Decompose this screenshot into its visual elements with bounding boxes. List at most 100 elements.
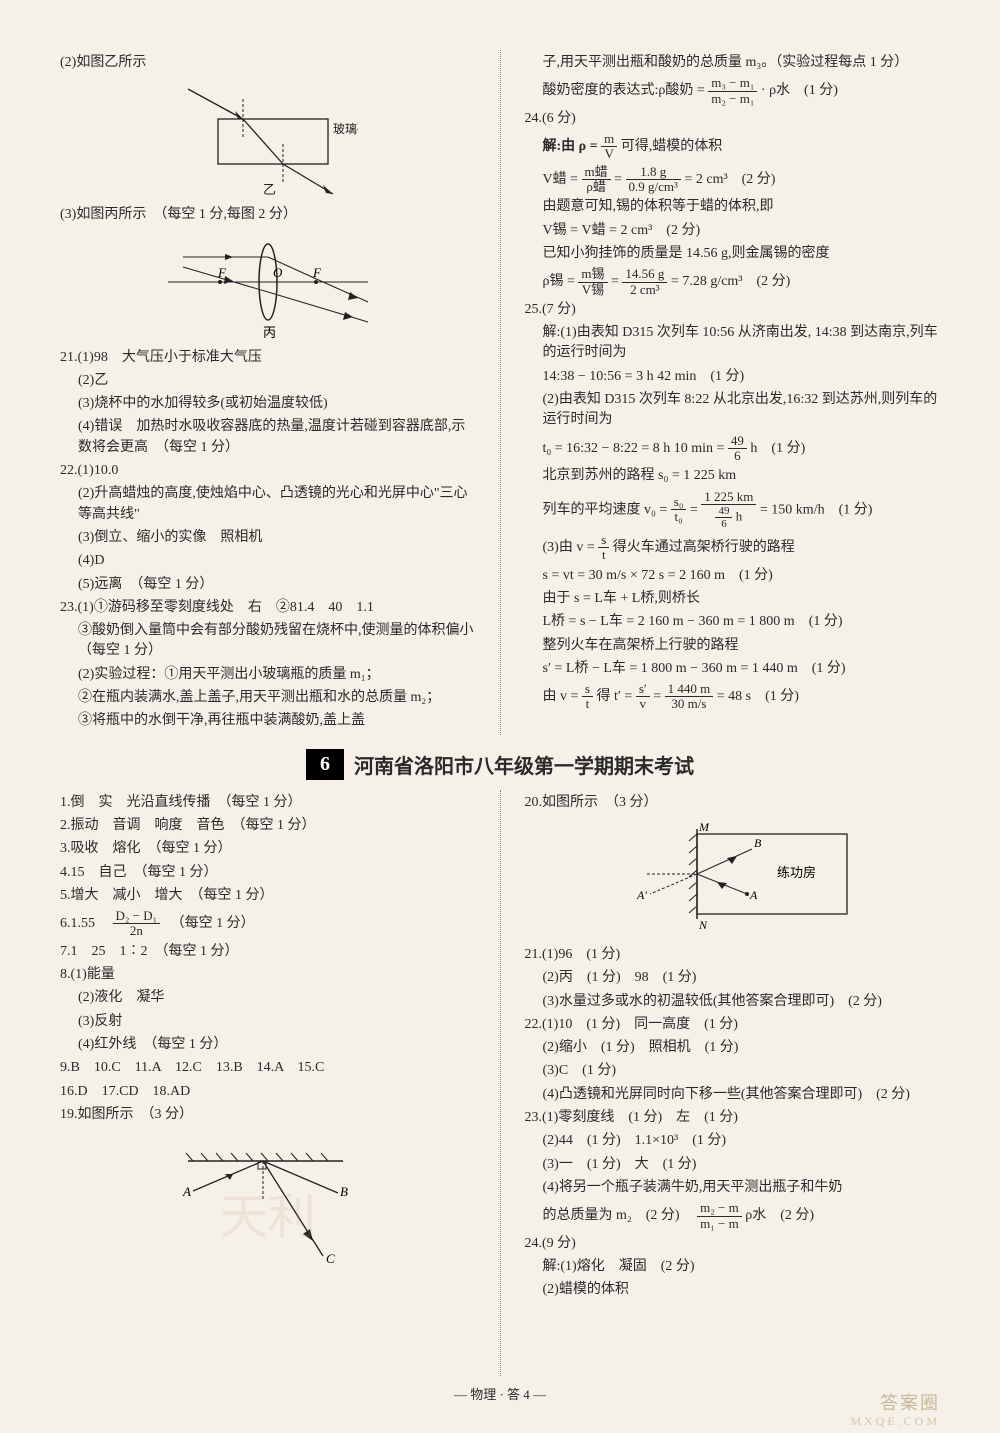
text-line: s′ = L桥 − L车 = 1 800 m − 360 m = 1 440 m… — [525, 659, 941, 679]
text-line: 23.(1)零刻度线 (1 分) 左 (1 分) — [525, 1108, 941, 1128]
svg-text:丙: 丙 — [263, 325, 276, 340]
lower-left-column: 1.倒 实 光沿直线传播 （每空 1 分） 2.振动 音调 响度 音色 （每空 … — [60, 790, 476, 1376]
text-line: 解:(1)熔化 凝固 (2 分) — [525, 1257, 941, 1277]
formula-line: 酸奶密度的表达式:ρ酸奶 = m₃ − m₁m₂ − m₁ · ρ水 (1 分) — [525, 76, 941, 106]
text-line: (3)烧杯中的水加得较多(或初始温度较低) — [60, 394, 476, 414]
section-banner: 6 河南省洛阳市八年级第一学期期末考试 — [60, 749, 940, 780]
text-line: 24.(6 分) — [525, 109, 941, 129]
svg-text:F: F — [217, 265, 227, 280]
label-glass: 玻璃砖 — [333, 121, 358, 136]
text-line: (3)C (1 分) — [525, 1061, 941, 1081]
text-line: (4)错误 加热时水吸收容器底的热量,温度计若碰到容器底部,示数将会更高 （每空… — [60, 417, 476, 458]
text-line: (2)缩小 (1 分) 照相机 (1 分) — [525, 1038, 941, 1058]
figure-reflection: A B C — [60, 1131, 476, 1271]
formula-line: 6.1.55 D₂ − D₁2n （每空 1 分） — [60, 909, 476, 939]
text-line: ②在瓶内装满水,盖上盖子,用天平测出瓶和水的总质量 m₂； — [60, 688, 476, 708]
text-line: 20.如图所示 （3 分） — [525, 793, 941, 813]
svg-text:A: A — [749, 888, 758, 902]
text-line: L桥 = s − L车 = 2 160 m − 360 m = 1 800 m … — [525, 612, 941, 632]
text-line: (3)倒立、缩小的实像 照相机 — [60, 528, 476, 548]
text-line: (2)液化 凝华 — [60, 988, 476, 1008]
text-line: (3)水量过多或水的初温较低(其他答案合理即可) (2 分) — [525, 992, 941, 1012]
column-divider — [500, 50, 501, 735]
watermark-brand: 答案圈 — [880, 1389, 940, 1415]
formula-line: 解:由 ρ = mV 可得,蜡模的体积 — [525, 132, 941, 162]
text-line: s = vt = 30 m/s × 72 s = 2 160 m (1 分) — [525, 566, 941, 586]
text-line: (4)D — [60, 551, 476, 571]
svg-text:B: B — [340, 1184, 348, 1199]
text-line: (2)44 (1 分) 1.1×10³ (1 分) — [525, 1131, 941, 1151]
text-line: (2)乙 — [60, 371, 476, 391]
figure-mirror-room: A A′ B M N 练功房 — [525, 819, 941, 939]
text-line: 3.吸收 熔化 （每空 1 分） — [60, 839, 476, 859]
text-line: 8.(1)能量 — [60, 965, 476, 985]
formula-line: 的总质量为 m₂ (2 分) m₂ − mm₁ − m ρ水 (2 分) — [525, 1201, 941, 1231]
text-line: (2)升高蜡烛的高度,使烛焰中心、凸透镜的光心和光屏中心"三心等高共线" — [60, 484, 476, 525]
formula-line: 列车的平均速度 v₀ = s₀t₀ = 1 225 km 496 h = 150… — [525, 490, 941, 530]
banner-number: 6 — [306, 749, 344, 780]
text-line: 22.(1)10.0 — [60, 461, 476, 481]
text-line: 4.15 自己 （每空 1 分） — [60, 863, 476, 883]
formula-line: V蜡 = m蜡ρ蜡 = 1.8 g0.9 g/cm³ = 2 cm³ (2 分) — [525, 165, 941, 195]
formula-line: 由 v = st 得 t′ = s′v = 1 440 m30 m/s = 48… — [525, 682, 941, 712]
text-line: 5.增大 减小 增大 （每空 1 分） — [60, 886, 476, 906]
text-line: 1.倒 实 光沿直线传播 （每空 1 分） — [60, 793, 476, 813]
svg-text:A′: A′ — [636, 888, 647, 902]
text-line: 22.(1)10 (1 分) 同一高度 (1 分) — [525, 1015, 941, 1035]
svg-text:乙: 乙 — [263, 182, 276, 197]
lower-right-column: 20.如图所示 （3 分） — [525, 790, 941, 1376]
text-line: 子,用天平测出瓶和酸奶的总质量 m₃。（实验过程每点 1 分） — [525, 53, 941, 73]
text-line: (2)如图乙所示 — [60, 53, 476, 73]
svg-text:A: A — [182, 1184, 191, 1199]
svg-text:M: M — [698, 820, 710, 834]
formula-line: ρ锡 = m锡V锡 = 14.56 g2 cm³ = 7.28 g/cm³ (2… — [525, 267, 941, 297]
text-line: 2.振动 音调 响度 音色 （每空 1 分） — [60, 816, 476, 836]
text-line: 21.(1)98 大气压小于标准大气压 — [60, 348, 476, 368]
text-line: (2)实验过程：①用天平测出小玻璃瓶的质量 m₁； — [60, 665, 476, 685]
text-line: (3)一 (1 分) 大 (1 分) — [525, 1155, 941, 1175]
text-line: (2)丙 (1 分) 98 (1 分) — [525, 968, 941, 988]
text-line: V锡 = V蜡 = 2 cm³ (2 分) — [525, 221, 941, 241]
text-line: 7.1 25 1∶2 （每空 1 分） — [60, 942, 476, 962]
formula-line: (3)由 v = st 得火车通过高架桥行驶的路程 — [525, 533, 941, 563]
text-line: (5)远离 （每空 1 分） — [60, 575, 476, 595]
svg-text:B: B — [754, 836, 762, 850]
text-line: 16.D 17.CD 18.AD — [60, 1082, 476, 1102]
text-line: (2)蜡模的体积 — [525, 1280, 941, 1300]
text-line: ③酸奶倒入量筒中会有部分酸奶残留在烧杯中,使测量的体积偏小 （每空 1 分） — [60, 621, 476, 662]
figure-lens: F F O 丙 — [60, 232, 476, 342]
svg-text:F: F — [312, 265, 322, 280]
text-line: ③将瓶中的水倒干净,再往瓶中装满酸奶,盖上盖 — [60, 711, 476, 731]
text-line: 19.如图所示 （3 分） — [60, 1105, 476, 1125]
text-line: (2)由表知 D315 次列车 8:22 从北京出发,16:32 到达苏州,则列… — [525, 390, 941, 431]
text-line: 由于 s = L车 + L桥,则桥长 — [525, 589, 941, 609]
upper-right-column: 子,用天平测出瓶和酸奶的总质量 m₃。（实验过程每点 1 分） 酸奶密度的表达式… — [525, 50, 941, 735]
svg-text:C: C — [326, 1251, 335, 1266]
text-line: 解:(1)由表知 D315 次列车 10:56 从济南出发, 14:38 到达南… — [525, 323, 941, 364]
text-line: 14:38 − 10:56 = 3 h 42 min (1 分) — [525, 367, 941, 387]
text-line: 23.(1)①游码移至零刻度线处 右 ②81.4 40 1.1 — [60, 598, 476, 618]
upper-left-column: (2)如图乙所示 玻璃砖 乙 (3)如图丙所示 （每空 1 分,每图 2 分） — [60, 50, 476, 735]
text-line: 25.(7 分) — [525, 300, 941, 320]
text-line: 由题意可知,锡的体积等于蜡的体积,即 — [525, 197, 941, 217]
page-footer: — 物理 · 答 4 — — [60, 1384, 940, 1403]
text-line: 北京到苏州的路程 s₀ = 1 225 km — [525, 466, 941, 486]
text-line: (3)反射 — [60, 1012, 476, 1032]
text-line: (4)凸透镜和光屏同时向下移一些(其他答案合理即可) (2 分) — [525, 1085, 941, 1105]
text-line: (4)红外线 （每空 1 分） — [60, 1035, 476, 1055]
text-line: 21.(1)96 (1 分) — [525, 945, 941, 965]
text-line: 整列火车在高架桥上行驶的路程 — [525, 636, 941, 656]
text-line: (3)如图丙所示 （每空 1 分,每图 2 分） — [60, 205, 476, 225]
text-line: 已知小狗挂饰的质量是 14.56 g,则金属锡的密度 — [525, 244, 941, 264]
label-room: 练功房 — [777, 865, 816, 880]
text-line: 9.B 10.C 11.A 12.C 13.B 14.A 15.C — [60, 1058, 476, 1078]
text-line: (4)将另一个瓶子装满牛奶,用天平测出瓶子和牛奶 — [525, 1178, 941, 1198]
svg-text:O: O — [273, 265, 283, 280]
figure-glass-block: 玻璃砖 乙 — [60, 79, 476, 199]
formula-line: t₀ = 16:32 − 8:22 = 8 h 10 min = 496 h (… — [525, 434, 941, 464]
banner-title: 河南省洛阳市八年级第一学期期末考试 — [354, 750, 694, 779]
watermark-url: MXQE.COM — [850, 1414, 940, 1429]
svg-text:N: N — [698, 918, 708, 932]
text-line: 24.(9 分) — [525, 1234, 941, 1254]
column-divider — [500, 790, 501, 1376]
